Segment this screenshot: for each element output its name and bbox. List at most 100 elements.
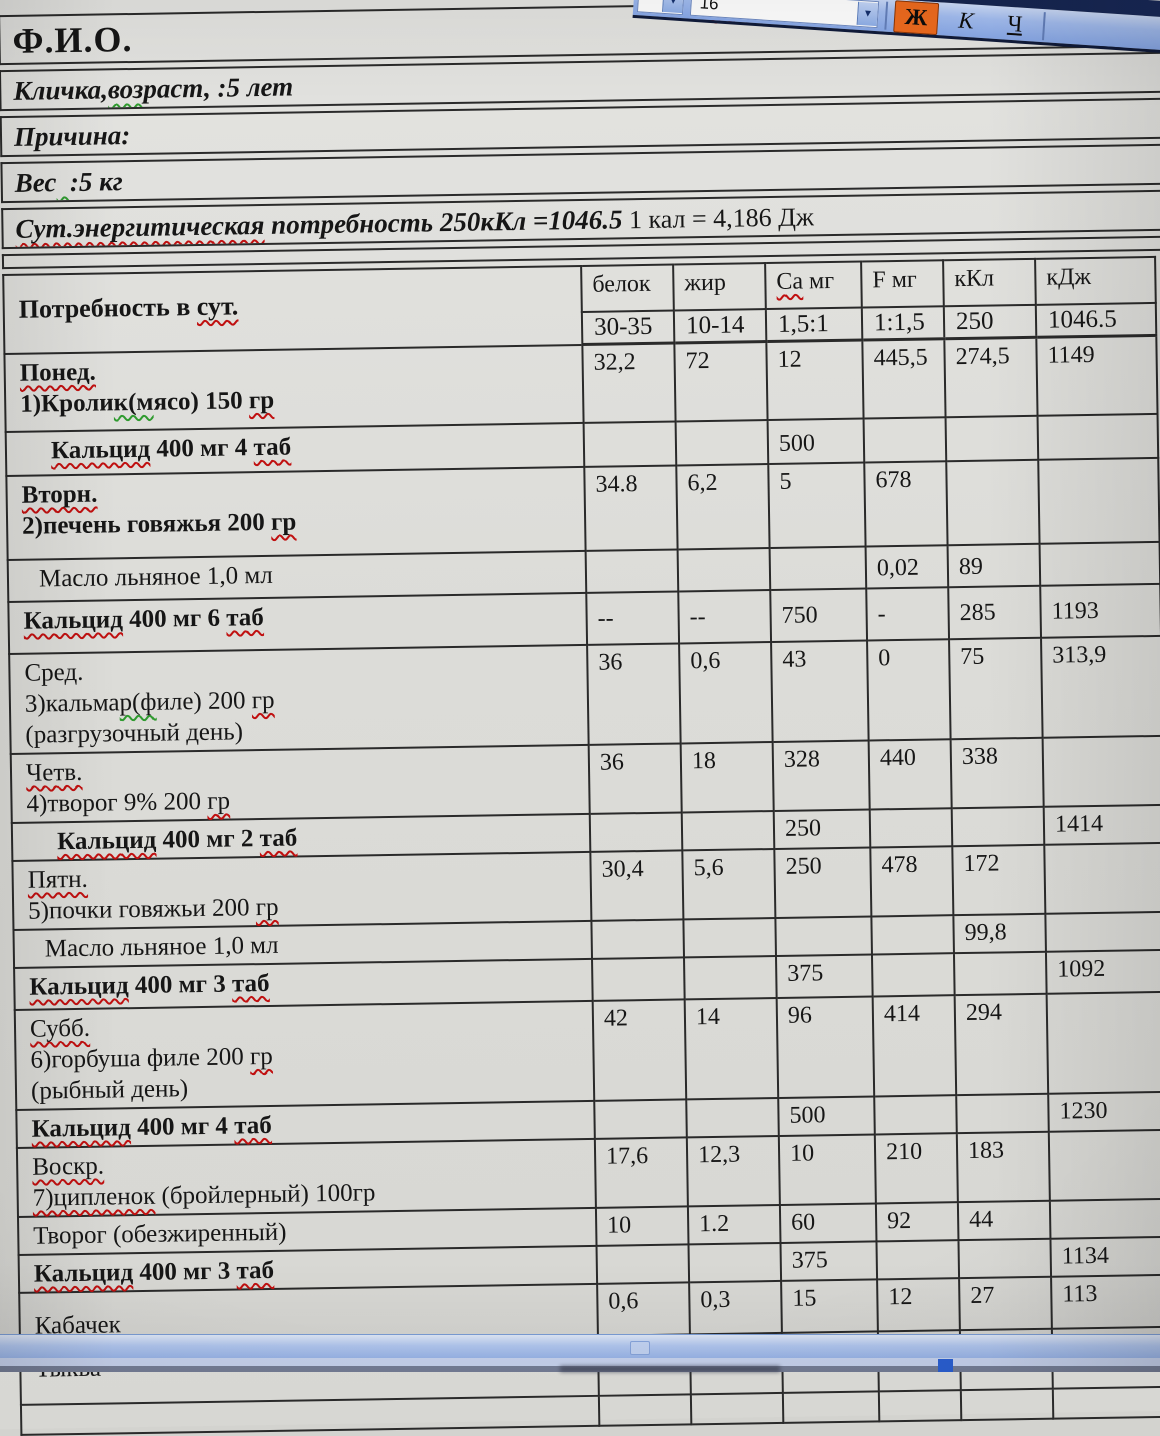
text-segment: гр [255,893,279,921]
value-cell: 12 [877,1277,960,1331]
label-line: Кальцид 400 мг 4 таб [31,1105,585,1145]
taskbar-icon [938,1359,953,1372]
underline-button[interactable]: Ч [1006,10,1024,37]
text-segment: жир [684,269,727,297]
value-cell [1048,1129,1160,1201]
value-cell [675,419,769,465]
value-cell: -- [678,589,772,643]
value-cell: 99,8 [953,913,1046,953]
text-segment: 1 кал = 4,186 Дж [622,202,815,235]
value-cell: 32,2 [582,343,676,423]
value-cell: 0,3 [689,1280,782,1334]
label-cell: Сред. 3)кальмар(филе) 200 гр (разгрузочный… [9,644,589,754]
text-segment: Потребность в [18,291,198,324]
italic-button[interactable]: К [957,7,975,33]
value-cell: 44 [957,1200,1051,1240]
value-cell [951,806,1045,846]
text-segment [56,167,70,197]
text-segment: Са [776,268,804,295]
toolbar-separator [884,1,889,30]
value-cell: 414 [872,994,957,1096]
value-cell: 250 [774,846,872,918]
value-cell: 1149 [1036,335,1158,416]
chevron-down-icon[interactable]: ▼ [856,1,879,27]
text-segment: Кличка, [13,74,109,106]
value-cell: 30,4 [590,849,684,921]
label-line: Кальцид 400 мг 4 таб [51,427,575,466]
value-cell: 294 [954,993,1049,1095]
label-line: Масло льняное 1,0 мл [45,925,583,964]
column-header-cell: белок [581,264,674,312]
value-cell [598,1393,692,1426]
label-line: Кальцид 400 мг 3 таб [29,963,583,1003]
bold-button[interactable]: Ж [893,0,940,35]
label-line: Кальцид 400 мг 6 таб [23,597,577,637]
value-cell [871,952,955,996]
value-cell [946,459,1040,545]
value-cell: 72 [674,341,768,422]
value-cell [775,915,872,956]
value-cell [592,956,685,1001]
column-header-cell: жир [673,263,766,311]
value-cell: 375 [775,953,873,998]
corner-header-cell: Потребность в сут. [3,265,583,354]
value-cell [958,1238,1052,1278]
text-segment: к(м [113,388,154,416]
column-header-cell: кДж [1035,256,1156,305]
value-cell: 274,5 [944,337,1038,417]
text-segment: таб [236,1256,275,1285]
text-segment: 400 мг 4 [130,1112,235,1141]
diet-table: Потребность в сут. белок жир Са мг F мг кКл кД… [2,256,1160,1435]
value-cell: 1134 [1050,1236,1160,1277]
value-cell: 0,6 [597,1281,690,1336]
value-cell: 36 [587,642,681,745]
norm-cell: 1,5:1 [765,307,863,342]
text-segment: Кальцид [56,826,157,855]
text-segment: F мг [872,266,917,294]
value-cell: 12,3 [686,1135,780,1206]
value-cell: 0,6 [679,641,773,743]
font-name-combo[interactable]: ▼ [636,0,685,16]
text-segment: (рыбный день) [30,1074,189,1105]
text-segment: раст, :5 лет [143,71,294,104]
value-cell [686,1097,779,1137]
horizontal-scrollbar[interactable] [0,1334,1160,1359]
value-cell [769,546,867,590]
text-segment: 3)кальма [24,688,120,718]
text-segment: 400 мг 4 [149,433,254,463]
text-segment: Понед. [19,358,96,387]
value-cell [1046,991,1160,1094]
scrollbar-thumb[interactable] [630,1341,650,1355]
value-cell: 10 [778,1133,876,1205]
text-segment: 1)Кроли [20,388,114,418]
text-segment: Творог (обезжиренный) [33,1218,287,1250]
value-cell [1038,457,1160,544]
value-cell: 313,9 [1041,635,1160,738]
value-cell [1052,1386,1160,1419]
value-cell: 96 [776,995,875,1098]
value-cell [683,917,776,957]
value-cell: 1193 [1040,583,1160,638]
text-segment: Кальцид [29,971,129,1001]
value-cell: - [866,586,950,641]
text-segment: гр [249,1042,273,1070]
value-cell: 1414 [1043,804,1160,845]
text-segment: гр [251,686,275,714]
value-cell: 113 [1051,1274,1160,1329]
column-header-cell: Са мг [765,261,862,310]
value-cell [869,807,953,847]
table-row: Субб. 6)горбуша филе 200 гр (рыбный день) 4… [14,991,1160,1110]
value-cell [956,1093,1049,1133]
chevron-down-icon[interactable]: ▼ [662,0,684,14]
text-segment: Пятн. [27,865,89,894]
norm-cell: 1:1,5 [861,306,945,341]
value-cell: 338 [950,737,1044,808]
value-cell: 440 [868,738,952,810]
label-cell: Вторн. 2)печень говяжья 200 гр [6,466,586,560]
value-cell: 18 [680,741,774,812]
text-segment: 4)творог 9% 200 [26,787,208,818]
label-cell: Кальцид 400 мг 6 таб [8,592,588,654]
value-cell: 42 [592,998,687,1101]
text-segment: Масло льняное 1,0 мл [38,561,273,593]
value-cell: 750 [770,588,868,642]
